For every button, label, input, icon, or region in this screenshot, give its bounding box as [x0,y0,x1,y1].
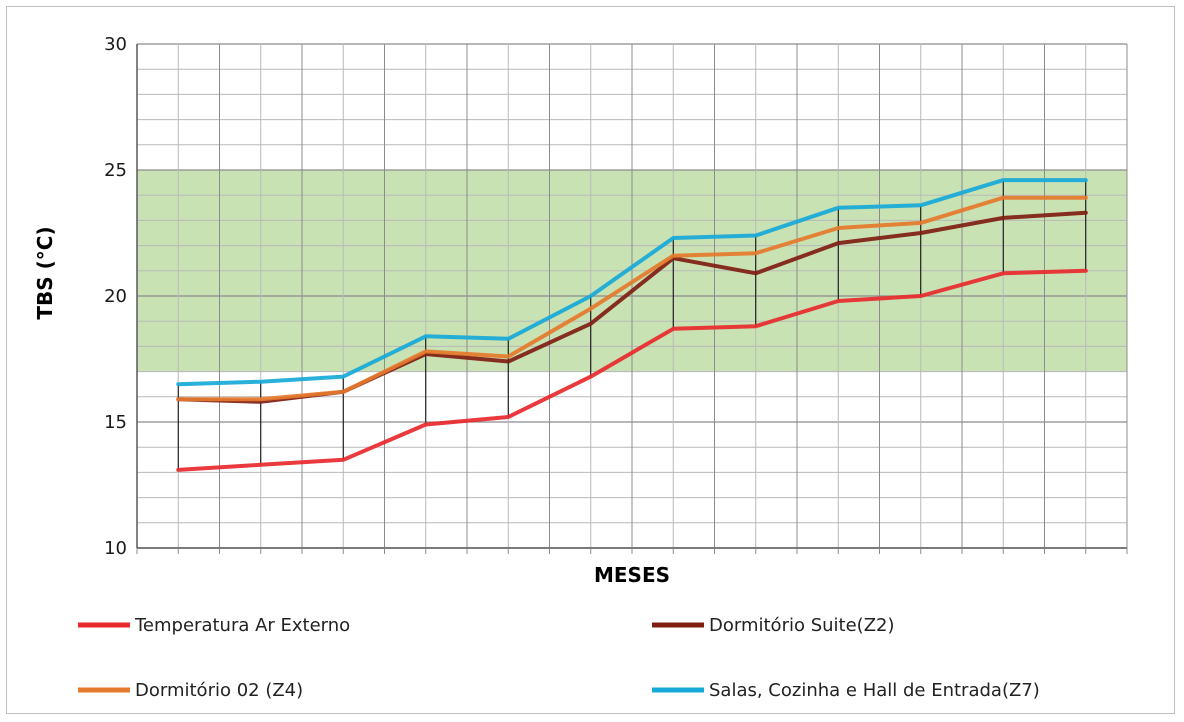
series-line-3 [176,178,1088,387]
legend-label-series-0: Temperatura Ar Externo [134,615,350,636]
series-line-2 [176,195,1088,402]
legend-label-series-3: Salas, Cozinha e Hall de Entrada(Z7) [709,680,1040,701]
y-tick-label: 20 [104,286,127,307]
y-tick-label: 10 [104,538,127,559]
y-axis-title: TBS (°C) [33,226,57,319]
y-tick-label: 30 [104,34,127,55]
x-axis-title: MESES [594,563,670,587]
y-tick-label: 15 [104,412,127,433]
series-line-0 [176,268,1088,472]
legend: Temperatura Ar Externo Dormitório Suite(… [78,615,1040,701]
y-tick-labels: 10 15 20 25 30 [104,34,127,559]
legend-label-series-1: Dormitório Suite(Z2) [709,615,895,636]
y-tick-label: 25 [104,160,127,181]
series-lines [176,178,1088,472]
legend-label-series-2: Dormitório 02 (Z4) [135,680,303,701]
